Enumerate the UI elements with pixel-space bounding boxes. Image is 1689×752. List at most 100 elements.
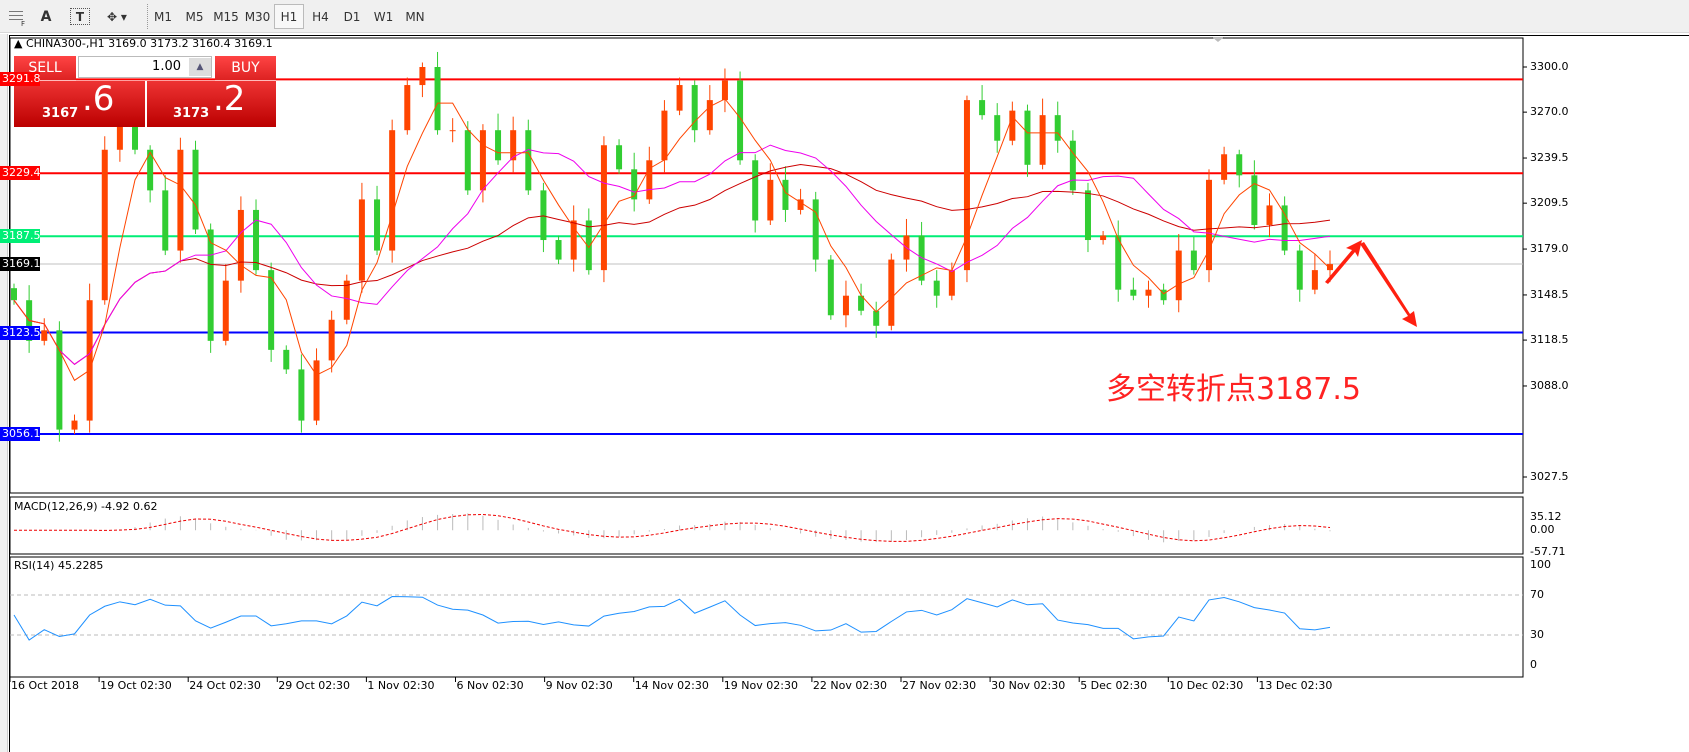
candle-body	[1296, 250, 1303, 290]
timeframe-h4[interactable]: H4	[312, 9, 329, 24]
candle-body	[283, 349, 290, 370]
lot-increase-button[interactable]: ▲	[189, 58, 211, 76]
rsi-axis-label: 70	[1530, 588, 1544, 601]
candle-body	[1251, 175, 1258, 225]
down-arrow	[1360, 242, 1417, 327]
timeframe-m1[interactable]: M1	[154, 9, 172, 24]
candle-body	[994, 115, 1001, 141]
rsi-pane	[9, 556, 1524, 678]
level-tag: 3291.8	[0, 72, 41, 87]
level-tag: 3056.1	[0, 426, 41, 441]
candle-body	[888, 259, 895, 326]
chart-frame	[9, 35, 1689, 752]
price-axis-label: 3088.0	[1530, 378, 1569, 392]
price-axis-label: 3027.5	[1530, 470, 1569, 483]
text-icon[interactable]: A	[40, 8, 52, 25]
time-axis-label: 22 Nov 02:30	[812, 679, 888, 692]
candle-body	[207, 229, 214, 341]
candle-body	[842, 295, 849, 316]
price-axis-label: 3179.0	[1530, 242, 1569, 256]
price-axis-label: 3270.0	[1530, 105, 1569, 119]
chart-shift-marker	[1212, 37, 1224, 42]
time-axis-label: 19 Nov 02:30	[723, 679, 798, 692]
rsi-line	[13, 596, 1331, 641]
candle-body	[963, 100, 970, 271]
candle-body	[374, 199, 381, 251]
macd-axis-label: 0.00	[1530, 523, 1555, 537]
candle-body	[646, 160, 653, 200]
candle-body	[222, 280, 229, 341]
candle-body	[782, 179, 789, 210]
macd-label: MACD(12,26,9) -4.92 0.62	[14, 500, 158, 513]
candle-body	[358, 199, 365, 281]
timeframe-mn[interactable]: MN	[405, 9, 425, 24]
macd-signal-line	[14, 513, 1331, 542]
candle-body	[1221, 154, 1228, 180]
candle-body	[510, 130, 517, 161]
timeframe-m15[interactable]: M15	[213, 9, 239, 24]
timeframe-w1[interactable]: W1	[373, 9, 394, 24]
candle-body	[706, 100, 713, 131]
sell-price-main: 3167	[42, 106, 79, 121]
grid-icon[interactable]: F	[6, 4, 28, 29]
candle-body	[858, 295, 865, 311]
timeframe-m5[interactable]: M5	[185, 9, 204, 24]
svg-text:F: F	[21, 20, 25, 26]
candle-body	[192, 149, 199, 230]
candle-body	[767, 179, 774, 221]
candle-body	[449, 130, 456, 132]
candle-body	[721, 80, 728, 101]
candle-body	[1069, 140, 1076, 191]
candle-body	[495, 130, 502, 161]
price-axis-label: 3300.0	[1530, 60, 1569, 73]
sell-price-box[interactable]: 3167 .6	[14, 79, 145, 127]
candle-body	[616, 145, 623, 170]
candle-body	[737, 80, 744, 161]
candle-body	[253, 209, 260, 271]
time-axis-label: 5 Dec 02:30	[1080, 679, 1148, 692]
candle-body	[389, 130, 396, 251]
candle-body	[11, 288, 17, 301]
candle-body	[1236, 154, 1243, 176]
buy-price-box[interactable]: 3173 .2	[147, 79, 276, 127]
candle-body	[1130, 289, 1137, 296]
rsi-axis-label: 0	[1530, 658, 1537, 671]
toolbar-separator	[147, 4, 149, 29]
candle-body	[585, 220, 592, 271]
candle-body	[1100, 235, 1107, 241]
candle-body	[570, 220, 577, 260]
candle-body	[101, 149, 108, 301]
arrows-dropdown-icon[interactable]: ✥ ▾	[107, 9, 127, 24]
candle-body	[827, 259, 834, 316]
candle-body	[525, 130, 532, 191]
price-axis-label: 3148.5	[1530, 287, 1569, 301]
candle-body	[661, 110, 668, 161]
candle-body	[162, 190, 169, 251]
buy-button[interactable]: BUY	[215, 56, 276, 81]
candle-body	[1190, 250, 1197, 271]
candle-body	[434, 67, 441, 131]
time-axis-label: 19 Oct 02:30	[100, 679, 172, 692]
candle-body	[979, 100, 986, 116]
macd-axis-label: 35.12	[1530, 510, 1562, 523]
timeframe-m30[interactable]: M30	[244, 9, 271, 24]
candle-body	[132, 119, 139, 150]
buy-price-pips: .2	[213, 79, 246, 119]
candle-body	[464, 130, 471, 191]
macd-pane	[9, 496, 1524, 555]
chart-header: ▲ CHINA300-,H1 3169.0 3173.2 3160.4 3169…	[14, 37, 273, 50]
macd-axis-label: -57.71	[1530, 545, 1566, 558]
time-axis-label: 30 Nov 02:30	[991, 679, 1066, 692]
candle-body	[116, 119, 123, 150]
candle-body	[298, 369, 305, 421]
price-axis-label: 3239.5	[1530, 151, 1569, 165]
timeframe-d1[interactable]: D1	[343, 9, 361, 24]
lot-size-input[interactable]: 1.00	[78, 56, 212, 78]
text-label-icon[interactable]: T	[70, 8, 90, 25]
candle-body	[1054, 115, 1061, 141]
symbol-ohlc: CHINA300-,H1 3169.0 3173.2 3160.4 3169.1	[25, 37, 273, 50]
timeframe-h1[interactable]: H1	[274, 4, 304, 29]
rsi-axis-label: 30	[1530, 628, 1544, 641]
candle-body	[631, 169, 638, 200]
